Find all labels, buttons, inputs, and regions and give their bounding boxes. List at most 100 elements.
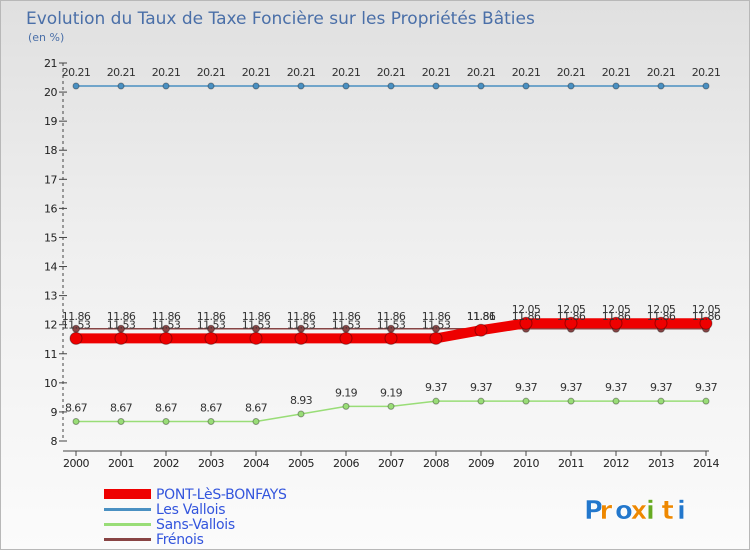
x-tick-label: 2006: [333, 457, 359, 470]
data-label-les-vallois: 20.21: [692, 66, 721, 79]
x-tick-label: 2005: [288, 457, 314, 470]
data-label-fr-nois: 11.86: [287, 310, 316, 323]
data-point-pont-l-s-bonfays: [339, 331, 353, 345]
data-label-les-vallois: 20.21: [332, 66, 361, 79]
data-point-sans-vallois: [252, 418, 260, 426]
data-label-fr-nois: 11.86: [692, 310, 721, 323]
data-label-pont-l-s-bonfays: 11.53: [152, 318, 181, 331]
data-label-sans-vallois: 8.67: [65, 402, 88, 415]
y-tick-label: 21: [44, 57, 57, 70]
y-tick-label: 15: [44, 231, 57, 244]
data-label-fr-nois: 11.86: [377, 310, 406, 323]
data-point-pont-l-s-bonfays: [654, 316, 668, 330]
logo-letter: x: [631, 496, 648, 526]
data-point-pont-l-s-bonfays: [519, 316, 533, 330]
data-point-pont-l-s-bonfays: [609, 316, 623, 330]
data-label-sans-vallois: 9.37: [515, 381, 538, 394]
data-point-pont-l-s-bonfays: [114, 331, 128, 345]
data-label-fr-nois: 11.86: [62, 310, 91, 323]
data-point-sans-vallois: [612, 397, 620, 405]
x-tick-label: 2007: [378, 457, 404, 470]
data-point-pont-l-s-bonfays: [699, 316, 713, 330]
data-label-les-vallois: 20.21: [287, 66, 316, 79]
axes: 8 9 10 11 12 13 14 15 16 17 18 19 20 21 2000 2001 2002 20…: [44, 57, 720, 470]
data-label-sans-vallois: 9.19: [335, 386, 358, 399]
data-label-les-vallois: 20.21: [62, 66, 91, 79]
data-point-pont-l-s-bonfays: [564, 316, 578, 330]
data-point-pont-l-s-bonfays: [204, 331, 218, 345]
data-label-les-vallois: 20.21: [647, 66, 676, 79]
logo-letter: i: [677, 496, 686, 526]
data-point-les-vallois: [117, 82, 125, 90]
data-label-les-vallois: 20.21: [467, 66, 496, 79]
data-point-les-vallois: [72, 82, 80, 90]
data-label-fr-nois: 11.86: [602, 310, 631, 323]
x-tick-label: 2003: [198, 457, 224, 470]
data-label-fr-nois: 11.86: [242, 310, 271, 323]
legend-label: PONT-LèS-BONFAYS: [156, 487, 287, 503]
data-label-pont-l-s-bonfays: 12.05: [692, 303, 721, 316]
data-label-sans-vallois: 8.67: [155, 402, 178, 415]
data-point-pont-l-s-bonfays: [294, 331, 308, 345]
data-label-les-vallois: 20.21: [242, 66, 271, 79]
data-label-pont-l-s-bonfays: 11.53: [332, 318, 361, 331]
data-point-les-vallois: [477, 82, 485, 90]
y-tick-label: 13: [44, 290, 57, 303]
data-label-sans-vallois: 9.37: [650, 381, 673, 394]
y-tick-label: 18: [44, 144, 57, 157]
data-point-fr-nois: [342, 324, 350, 333]
data-point-pont-l-s-bonfays: [159, 331, 173, 345]
data-point-les-vallois: [387, 82, 395, 90]
data-label-fr-nois: 11.86: [557, 310, 586, 323]
data-label-sans-vallois: 8.67: [200, 402, 223, 415]
data-point-fr-nois: [432, 324, 440, 333]
data-point-sans-vallois: [522, 397, 530, 405]
data-label-pont-l-s-bonfays: 12.05: [512, 303, 541, 316]
data-label-fr-nois: 11.86: [107, 310, 136, 323]
proxiti-logo: Pr oxi t i: [584, 496, 687, 527]
data-label-les-vallois: 20.21: [602, 66, 631, 79]
logo-letter: o: [615, 496, 633, 526]
x-tick-label: 2014: [693, 457, 719, 470]
data-point-les-vallois: [702, 82, 710, 90]
data-point-pont-l-s-bonfays: [384, 331, 398, 345]
data-label-pont-l-s-bonfays: 11.53: [242, 318, 271, 331]
data-point-les-vallois: [522, 82, 530, 90]
data-label-pont-l-s-bonfays: 11.81: [467, 310, 496, 323]
data-label-pont-l-s-bonfays: 11.53: [62, 318, 91, 331]
y-tick-label: 20: [44, 86, 57, 99]
data-label-fr-nois: 11.86: [512, 310, 541, 323]
data-label-sans-vallois: 8.67: [245, 402, 268, 415]
data-point-pont-l-s-bonfays: [429, 331, 443, 345]
data-point-les-vallois: [297, 82, 305, 90]
data-point-pont-l-s-bonfays: [249, 331, 263, 345]
data-point-les-vallois: [432, 82, 440, 90]
data-label-pont-l-s-bonfays: 11.53: [422, 318, 451, 331]
data-label-fr-nois: 11.86: [332, 310, 361, 323]
data-label-fr-nois: 11.86: [467, 310, 496, 323]
data-label-pont-l-s-bonfays: 12.05: [647, 303, 676, 316]
y-tick-label: 9: [51, 406, 58, 419]
data-point-fr-nois: [387, 324, 395, 333]
data-label-pont-l-s-bonfays: 11.53: [377, 318, 406, 331]
data-point-fr-nois: [72, 324, 80, 333]
data-point-les-vallois: [342, 82, 350, 90]
data-label-pont-l-s-bonfays: 11.53: [197, 318, 226, 331]
legend-label: Les Vallois: [156, 502, 225, 518]
data-point-sans-vallois: [207, 418, 215, 426]
data-labels: 20.21 20.21 20.21 20.21 20.21 20.21 20.21 20.21…: [62, 66, 722, 415]
data-label-sans-vallois: 9.37: [470, 381, 493, 394]
data-point-sans-vallois: [297, 410, 305, 418]
data-label-fr-nois: 11.86: [152, 310, 181, 323]
x-tick-label: 2008: [423, 457, 449, 470]
data-label-pont-l-s-bonfays: 11.53: [287, 318, 316, 331]
x-tick-label: 2013: [648, 457, 674, 470]
data-label-les-vallois: 20.21: [377, 66, 406, 79]
data-label-les-vallois: 20.21: [107, 66, 136, 79]
data-point-fr-nois: [117, 324, 125, 333]
x-tick-label: 2012: [603, 457, 629, 470]
data-point-pont-l-s-bonfays: [69, 331, 83, 345]
x-tick-label: 2010: [513, 457, 539, 470]
data-label-fr-nois: 11.86: [422, 310, 451, 323]
